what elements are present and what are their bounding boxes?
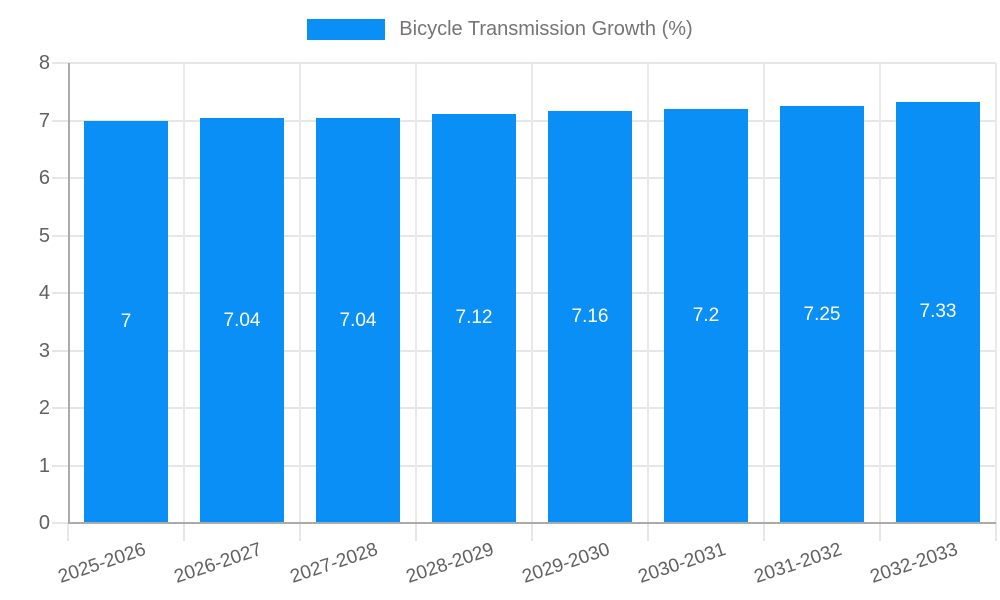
x-tick-label: 2030-2031 bbox=[635, 539, 729, 588]
bar-value-label: 7 bbox=[120, 310, 132, 332]
bar-value-label: 7.04 bbox=[339, 309, 377, 331]
bar-value-label: 7.25 bbox=[803, 303, 841, 325]
x-axis-tick bbox=[299, 523, 301, 541]
gridline-vertical bbox=[879, 63, 881, 523]
y-tick-label: 2 bbox=[38, 397, 50, 419]
gridline-horizontal bbox=[52, 407, 996, 409]
bar[interactable]: 7.04 bbox=[200, 118, 284, 523]
bar[interactable]: 7.2 bbox=[664, 109, 748, 523]
gridline-horizontal bbox=[52, 234, 996, 237]
bar-value-label: 7.16 bbox=[571, 306, 609, 328]
bar[interactable]: 7 bbox=[84, 120, 168, 523]
x-axis-tick bbox=[879, 523, 881, 541]
x-tick-label: 2028-2029 bbox=[403, 539, 497, 588]
bar[interactable]: 7.25 bbox=[780, 106, 864, 523]
gridline-vertical bbox=[647, 63, 649, 523]
x-tick-label: 2032-2033 bbox=[867, 539, 961, 588]
bar[interactable]: 7.12 bbox=[432, 113, 516, 523]
bar-value-label: 7.04 bbox=[223, 309, 261, 331]
x-axis-tick bbox=[415, 523, 417, 541]
y-tick-label: 1 bbox=[38, 454, 50, 477]
bar-value-label: 7.12 bbox=[455, 307, 493, 329]
gridline-vertical bbox=[299, 63, 301, 523]
bar[interactable]: 7.04 bbox=[316, 118, 400, 523]
x-axis-line bbox=[68, 522, 996, 524]
gridline-horizontal bbox=[52, 464, 996, 467]
x-tick-label: 2031-2032 bbox=[751, 539, 845, 588]
x-axis-tick bbox=[647, 523, 649, 541]
x-axis-tick bbox=[995, 523, 997, 541]
plot-area: 0 1 2 3 4 5 6 7 8 7 7.04 7.04 7.12 7.16 7.2 7.25 7.33 202… bbox=[39, 52, 997, 588]
gridline-horizontal bbox=[52, 349, 996, 352]
legend-label: Bicycle Transmission Growth (%) bbox=[399, 18, 693, 40]
y-axis-line bbox=[68, 63, 70, 523]
x-tick-label: 2025-2026 bbox=[55, 539, 149, 588]
x-axis-tick bbox=[67, 523, 69, 541]
bar-value-label: 7.33 bbox=[919, 301, 957, 323]
y-tick-label: 7 bbox=[38, 109, 50, 132]
bar-value-label: 7.2 bbox=[692, 305, 720, 326]
gridline-vertical bbox=[183, 63, 185, 523]
y-tick-label: 4 bbox=[38, 282, 50, 304]
y-tick-label: 5 bbox=[38, 224, 50, 247]
x-axis-tick bbox=[183, 523, 185, 541]
x-axis-tick bbox=[763, 523, 765, 541]
x-axis-tick bbox=[531, 523, 533, 541]
x-tick-label: 2027-2028 bbox=[287, 539, 381, 588]
gridline-horizontal bbox=[52, 292, 996, 294]
chart-legend[interactable]: Bicycle Transmission Growth (%) bbox=[0, 18, 1000, 41]
x-tick-label: 2029-2030 bbox=[519, 539, 613, 588]
y-tick-label: 3 bbox=[38, 339, 50, 362]
gridline-horizontal bbox=[52, 119, 996, 122]
y-tick-label: 6 bbox=[38, 167, 50, 189]
gridline-horizontal bbox=[52, 177, 996, 179]
gridline-vertical bbox=[415, 63, 417, 523]
gridline-vertical bbox=[995, 63, 997, 523]
gridline-horizontal bbox=[52, 62, 996, 64]
bar[interactable]: 7.16 bbox=[548, 111, 632, 523]
gridline-vertical bbox=[763, 63, 765, 523]
x-tick-label: 2026-2027 bbox=[171, 539, 265, 588]
bar[interactable]: 7.33 bbox=[896, 101, 980, 523]
gridline-vertical bbox=[531, 63, 533, 523]
y-tick-label: 8 bbox=[38, 52, 50, 74]
legend-swatch bbox=[307, 19, 386, 40]
y-tick-label: 0 bbox=[38, 512, 50, 534]
